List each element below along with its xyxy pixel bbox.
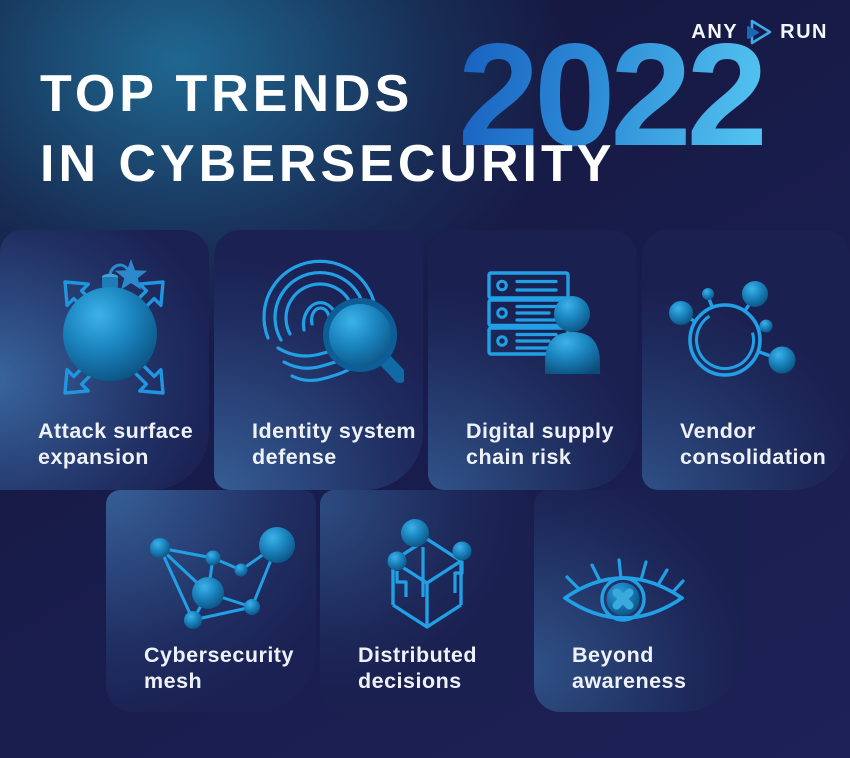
mesh-network-icon [150, 527, 295, 629]
card-label: Vendor consolidation [680, 419, 827, 469]
server-stack-person-icon [487, 271, 600, 374]
fingerprint-magnifier-icon [262, 259, 404, 383]
card-beyond-awareness: Beyond awareness [534, 490, 744, 712]
card-distributed-decisions: Distributed decisions [320, 490, 530, 712]
card-identity-system-defense: Identity system defense [214, 230, 423, 490]
logo-text-any: ANY [691, 20, 739, 43]
card-label: Attack surface expansion [38, 419, 194, 469]
open-box-nodes-icon [387, 519, 472, 629]
hub-satellites-icon [669, 281, 796, 377]
card-digital-supply-chain-risk: Digital supply chain risk [428, 230, 637, 490]
card-label: Digital supply chain risk [466, 419, 614, 469]
play-button-icon [747, 19, 772, 45]
logo-text-run: RUN [780, 20, 828, 43]
card-label: Beyond awareness [572, 643, 687, 693]
card-cybersecurity-mesh: Cybersecurity mesh [106, 490, 316, 712]
anyrun-logo: ANY RUN [691, 16, 828, 48]
card-vendor-consolidation: Vendor consolidation [642, 230, 850, 490]
card-label: Distributed decisions [358, 643, 477, 693]
card-attack-surface-expansion: Attack surface expansion [0, 230, 209, 490]
card-label: Identity system defense [252, 419, 417, 469]
year-text: 2022 [458, 13, 768, 176]
card-label: Cybersecurity mesh [144, 643, 294, 693]
page-title-line2: IN CYBERSECURITY [40, 135, 616, 193]
crossed-eye-icon [563, 558, 685, 622]
bomb-explosion-arrows-icon [63, 259, 165, 395]
page-title-line1: TOP TRENDS [40, 65, 414, 123]
